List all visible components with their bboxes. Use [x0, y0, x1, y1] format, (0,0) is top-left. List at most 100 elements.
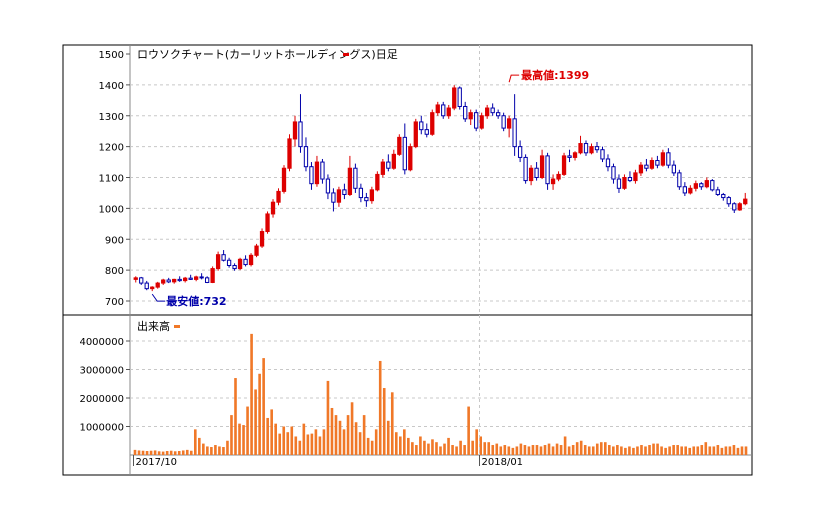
- volume-bar: [676, 445, 679, 455]
- volume-bar: [137, 450, 141, 455]
- candle-body-up: [265, 213, 270, 233]
- candle-body-down: [501, 115, 506, 129]
- candle-body-up: [155, 282, 160, 288]
- candle-body-down: [567, 155, 572, 158]
- volume-bar: [451, 445, 454, 455]
- candle-body-up: [292, 121, 298, 140]
- candle-body-down: [226, 259, 232, 266]
- candle-body-down: [199, 276, 204, 279]
- volume-bar: [153, 450, 157, 455]
- candle-body-down: [232, 264, 237, 270]
- price-tick-label: 700: [105, 297, 124, 308]
- volume-bar: [306, 434, 310, 455]
- volume-bar: [286, 432, 290, 455]
- candle-body-down: [721, 193, 726, 199]
- candle-body-up: [369, 189, 375, 202]
- candle-body-down: [221, 254, 226, 261]
- candle-body-up: [479, 115, 484, 129]
- volume-bar: [559, 445, 563, 455]
- volume-bar: [218, 446, 221, 455]
- candle-body-up: [172, 278, 177, 283]
- volume-bar: [700, 445, 704, 455]
- candle-body-up: [468, 112, 473, 120]
- volume-bar: [354, 422, 358, 455]
- volume-bar: [161, 451, 165, 455]
- volume-bar: [603, 442, 607, 455]
- volume-bar: [443, 443, 446, 455]
- volume-bar: [149, 450, 153, 455]
- volume-bar: [198, 437, 201, 455]
- volume-bar: [222, 447, 225, 455]
- candle-body-down: [594, 146, 600, 151]
- candle-body-up: [210, 268, 215, 283]
- candle-body-down: [188, 277, 193, 280]
- volume-bar: [133, 449, 137, 455]
- volume-bar: [595, 443, 599, 455]
- volume-bar: [185, 449, 189, 455]
- volume-bar: [250, 333, 253, 455]
- volume-bar: [403, 429, 406, 455]
- volume-bar: [712, 446, 716, 455]
- candle-body-down: [457, 87, 462, 107]
- volume-bar: [467, 406, 470, 455]
- candle-body-down: [616, 178, 622, 189]
- candle-body-down: [545, 155, 550, 185]
- volume-tick-label: 2000000: [79, 394, 124, 405]
- candle-body-down: [320, 161, 325, 180]
- volume-bar: [507, 446, 511, 455]
- volume-bar: [362, 415, 366, 455]
- volume-bar: [728, 446, 732, 455]
- volume-bar: [551, 446, 555, 455]
- candle-body-up: [276, 190, 281, 203]
- volume-bar: [258, 373, 261, 455]
- volume-grid: [130, 340, 752, 427]
- volume-bar: [141, 450, 145, 455]
- candle-body-up: [287, 138, 292, 169]
- volume-bar: [415, 445, 418, 455]
- candle-body-up: [194, 276, 199, 280]
- volume-bar: [648, 445, 651, 455]
- candle-body-down: [699, 183, 704, 188]
- volume-bar: [382, 388, 386, 455]
- volume-bar: [471, 440, 474, 455]
- candle-body-up: [633, 172, 638, 182]
- x-tick-label: 2017/10: [136, 457, 178, 468]
- volume-bar: [431, 439, 434, 455]
- candle-body-up: [237, 258, 243, 270]
- volume-bar: [716, 445, 720, 455]
- volume-bar: [660, 446, 663, 455]
- volume-bar: [322, 429, 326, 455]
- volume-bar: [230, 415, 233, 455]
- candle-body-down: [386, 161, 391, 169]
- candle-body-down: [666, 152, 671, 166]
- price-tick-label: 900: [105, 235, 124, 246]
- volume-bar: [575, 442, 579, 455]
- volume-bar: [427, 443, 430, 455]
- candle-body-down: [490, 107, 495, 114]
- candle-body-up: [572, 152, 578, 158]
- volume-bar: [571, 445, 575, 455]
- volume-bar: [624, 447, 627, 455]
- volume-bar: [463, 445, 466, 455]
- volume-bar: [423, 440, 426, 455]
- candle-body-down: [517, 146, 523, 158]
- candle-body-down: [715, 189, 720, 195]
- volume-bar: [169, 450, 173, 455]
- candle-body-down: [726, 197, 731, 205]
- candle-body-up: [215, 254, 221, 270]
- candle-body-up: [254, 245, 259, 256]
- volume-bar: [459, 440, 462, 455]
- volume-bar: [475, 429, 478, 455]
- candle-body-down: [309, 166, 314, 185]
- volume-bar: [708, 446, 712, 455]
- volume-bar: [238, 423, 241, 455]
- volume-bar: [411, 442, 414, 455]
- candle-body-up: [380, 161, 385, 175]
- volume-bar: [744, 446, 748, 455]
- candle-body-down: [358, 187, 364, 199]
- candle-body-down: [474, 112, 479, 129]
- candle-body-down: [424, 129, 429, 135]
- volume-bar: [214, 445, 217, 455]
- candle-body-up: [561, 155, 567, 175]
